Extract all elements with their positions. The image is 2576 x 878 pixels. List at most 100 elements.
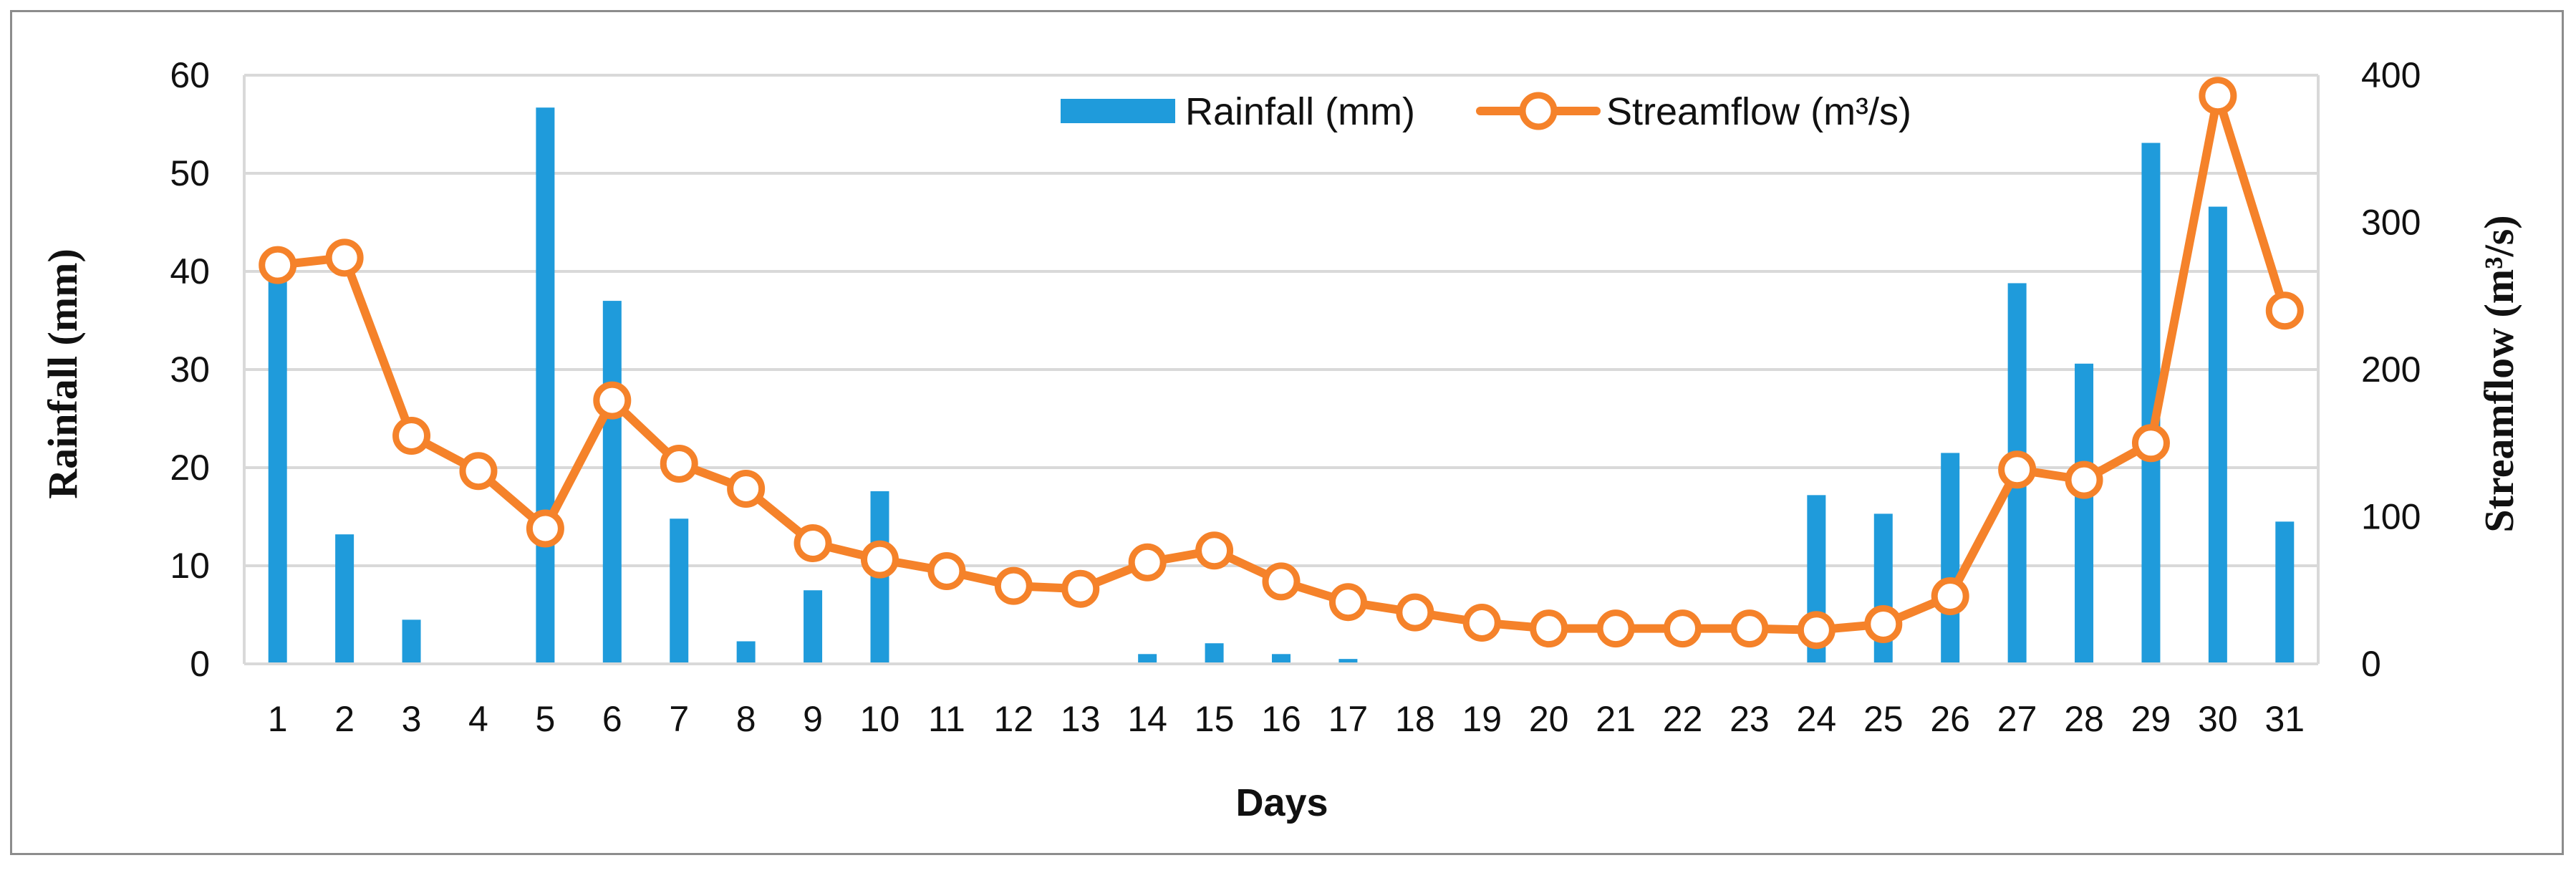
x-tick-label: 16 xyxy=(1261,699,1301,739)
rainfall-bar xyxy=(536,107,555,664)
streamflow-point xyxy=(2265,291,2304,330)
rainfall-bar xyxy=(804,590,823,664)
x-tick-label: 1 xyxy=(268,699,288,739)
x-ticks: 1 2 3 4 5 6 7 8 9 10 11 12 13 14 15 16 17 18 19 20 21 22 23 24 2… xyxy=(268,699,2305,739)
left-y-tick-label: 30 xyxy=(170,349,210,390)
legend-rainfall-label: Rainfall (mm) xyxy=(1185,90,1415,133)
x-tick-label: 21 xyxy=(1596,699,1636,739)
rainfall-bars xyxy=(268,107,2295,665)
right-y-tick-label: 100 xyxy=(2361,497,2421,537)
streamflow-point xyxy=(1998,450,2037,489)
right-y-tick-label: 400 xyxy=(2361,55,2421,95)
x-tick-label: 27 xyxy=(1997,699,2037,739)
streamflow-point xyxy=(1195,531,1234,570)
streamflow-point xyxy=(1262,562,1301,601)
rainfall-bar xyxy=(1941,453,1960,664)
x-tick-label: 3 xyxy=(402,699,422,739)
streamflow-point xyxy=(1128,543,1167,582)
right-y-ticks: 0 100 200 300 400 xyxy=(2361,55,2421,684)
x-tick-label: 23 xyxy=(1730,699,1770,739)
streamflow-point xyxy=(325,238,364,277)
right-y-tick-label: 0 xyxy=(2361,644,2381,684)
streamflow-point xyxy=(1931,577,1969,615)
streamflow-point xyxy=(1328,583,1367,622)
rainfall-bar xyxy=(1272,654,1291,664)
streamflow-point xyxy=(1061,569,1100,608)
streamflow-point xyxy=(860,540,899,579)
legend: Rainfall (mm) Streamflow (m³/s) xyxy=(1061,90,1911,133)
streamflow-point xyxy=(793,524,832,562)
x-axis-title: Days xyxy=(1235,781,1328,824)
left-y-ticks: 0 10 20 30 40 50 60 xyxy=(170,55,210,684)
left-y-tick-label: 0 xyxy=(190,644,210,684)
x-tick-label: 31 xyxy=(2264,699,2305,739)
x-tick-label: 22 xyxy=(1663,699,1703,739)
left-y-tick-label: 50 xyxy=(170,153,210,193)
chart-frame: 0 10 20 30 40 50 60 0 100 200 300 400 1 2 3 4 5 6 7 8 9 10 1… xyxy=(10,10,2564,855)
x-tick-label: 13 xyxy=(1061,699,1101,739)
x-tick-label: 6 xyxy=(602,699,622,739)
rainfall-bar xyxy=(1205,643,1224,664)
rainfall-bar xyxy=(402,619,421,664)
streamflow-point xyxy=(2199,77,2237,115)
x-tick-label: 19 xyxy=(1462,699,1502,739)
streamflow-point xyxy=(2131,424,2170,463)
legend-streamflow-swatch-marker xyxy=(1519,92,1558,130)
rainfall-bar xyxy=(2208,206,2227,665)
x-tick-label: 14 xyxy=(1127,699,1167,739)
rainfall-bar xyxy=(335,534,354,664)
x-tick-label: 25 xyxy=(1863,699,1904,739)
streamflow-line xyxy=(259,77,2304,650)
x-tick-label: 30 xyxy=(2198,699,2238,739)
streamflow-point xyxy=(660,445,698,483)
streamflow-series-line xyxy=(277,91,2290,635)
x-tick-label: 28 xyxy=(2064,699,2104,739)
streamflow-point xyxy=(1864,605,1903,644)
x-tick-label: 5 xyxy=(535,699,555,739)
x-tick-label: 29 xyxy=(2131,699,2171,739)
left-y-axis-title: Rainfall (mm) xyxy=(39,249,86,499)
streamflow-point xyxy=(927,552,966,591)
axes xyxy=(243,75,2320,665)
legend-rainfall-swatch xyxy=(1061,99,1175,123)
x-tick-label: 24 xyxy=(1797,699,1837,739)
x-tick-label: 10 xyxy=(860,699,900,739)
rainfall-bar xyxy=(268,276,287,665)
x-tick-label: 17 xyxy=(1328,699,1369,739)
streamflow-point xyxy=(1396,593,1434,632)
streamflow-point xyxy=(1797,611,1835,650)
x-tick-label: 15 xyxy=(1195,699,1235,739)
right-y-tick-label: 300 xyxy=(2361,203,2421,243)
right-y-tick-label: 200 xyxy=(2361,349,2421,390)
x-tick-label: 7 xyxy=(669,699,689,739)
rainfall-bar xyxy=(2075,363,2094,664)
streamflow-point xyxy=(392,416,431,455)
rainfall-bar xyxy=(2275,521,2295,664)
streamflow-point xyxy=(727,469,766,508)
x-tick-label: 9 xyxy=(803,699,823,739)
streamflow-point xyxy=(259,246,297,284)
x-tick-label: 18 xyxy=(1395,699,1435,739)
rainfall-bar xyxy=(670,518,689,664)
right-y-axis-title: Streamflow (m³/s) xyxy=(2476,215,2522,532)
streamflow-point xyxy=(593,381,632,420)
streamflow-point xyxy=(459,452,498,491)
x-tick-label: 8 xyxy=(736,699,756,739)
left-y-tick-label: 40 xyxy=(170,251,210,291)
rainfall-bar xyxy=(602,301,622,664)
rainfall-bar xyxy=(1338,659,1358,664)
streamflow-point xyxy=(2065,460,2103,499)
left-y-tick-label: 10 xyxy=(170,546,210,586)
x-tick-label: 20 xyxy=(1529,699,1569,739)
streamflow-point xyxy=(526,509,564,548)
x-tick-label: 12 xyxy=(994,699,1034,739)
streamflow-point xyxy=(1730,609,1769,648)
legend-streamflow-label: Streamflow (m³/s) xyxy=(1606,90,1911,133)
rainfall-bar xyxy=(736,641,756,664)
rainfall-bar xyxy=(1138,654,1157,664)
streamflow-point xyxy=(1530,609,1568,648)
left-y-tick-label: 60 xyxy=(170,55,210,95)
streamflow-point xyxy=(994,566,1033,605)
x-tick-label: 2 xyxy=(334,699,354,739)
